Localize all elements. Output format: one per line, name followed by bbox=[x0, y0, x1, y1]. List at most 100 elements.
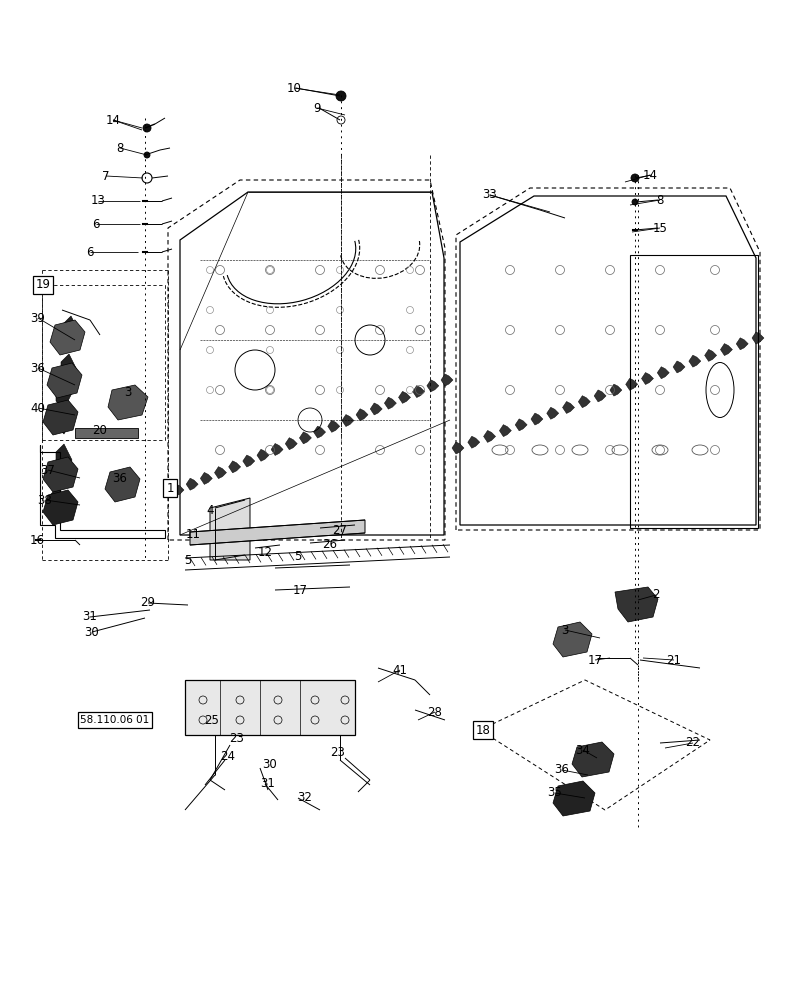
Polygon shape bbox=[427, 380, 438, 392]
Text: 27: 27 bbox=[332, 524, 347, 536]
Polygon shape bbox=[229, 461, 240, 473]
Polygon shape bbox=[190, 520, 365, 545]
Polygon shape bbox=[499, 425, 511, 437]
Text: 12: 12 bbox=[257, 546, 272, 558]
Polygon shape bbox=[105, 467, 139, 502]
Text: 9: 9 bbox=[313, 102, 320, 115]
Polygon shape bbox=[299, 432, 311, 444]
Polygon shape bbox=[63, 316, 79, 348]
Polygon shape bbox=[571, 742, 613, 777]
Text: 5: 5 bbox=[184, 554, 191, 566]
Text: 24: 24 bbox=[221, 750, 235, 764]
Polygon shape bbox=[384, 397, 396, 409]
Text: 6: 6 bbox=[86, 245, 93, 258]
Text: 14: 14 bbox=[105, 114, 120, 127]
Polygon shape bbox=[285, 438, 297, 450]
Text: 25: 25 bbox=[204, 714, 219, 726]
Text: 29: 29 bbox=[140, 596, 156, 609]
Text: 32: 32 bbox=[297, 791, 312, 804]
Text: 36: 36 bbox=[113, 472, 127, 485]
Text: 4: 4 bbox=[206, 504, 213, 516]
Text: 19: 19 bbox=[36, 278, 50, 292]
Text: 33: 33 bbox=[482, 188, 497, 202]
Polygon shape bbox=[412, 386, 424, 398]
Text: 26: 26 bbox=[322, 538, 337, 552]
Polygon shape bbox=[530, 413, 543, 425]
Text: 5: 5 bbox=[294, 550, 302, 564]
Polygon shape bbox=[108, 385, 148, 420]
Polygon shape bbox=[186, 478, 198, 490]
Circle shape bbox=[144, 152, 150, 158]
Polygon shape bbox=[552, 622, 591, 657]
Circle shape bbox=[630, 174, 638, 182]
Polygon shape bbox=[242, 455, 255, 467]
Text: 3: 3 bbox=[560, 624, 568, 637]
Polygon shape bbox=[61, 354, 77, 386]
Text: 31: 31 bbox=[260, 777, 275, 790]
Polygon shape bbox=[641, 373, 653, 385]
Text: 58.110.06 01: 58.110.06 01 bbox=[80, 715, 149, 725]
Text: 3: 3 bbox=[124, 386, 131, 399]
Polygon shape bbox=[719, 344, 732, 356]
FancyBboxPatch shape bbox=[185, 680, 354, 735]
Text: 20: 20 bbox=[92, 424, 107, 436]
Polygon shape bbox=[43, 457, 78, 492]
Text: 41: 41 bbox=[392, 664, 407, 676]
Polygon shape bbox=[609, 384, 621, 396]
Polygon shape bbox=[562, 401, 574, 413]
Polygon shape bbox=[56, 377, 72, 409]
Polygon shape bbox=[656, 367, 668, 379]
Polygon shape bbox=[514, 419, 526, 431]
Polygon shape bbox=[200, 472, 212, 484]
Text: 1: 1 bbox=[166, 482, 174, 494]
Text: 8: 8 bbox=[655, 194, 663, 207]
Text: 35: 35 bbox=[547, 786, 562, 799]
Text: 17: 17 bbox=[587, 654, 602, 666]
Polygon shape bbox=[341, 415, 354, 427]
Polygon shape bbox=[256, 449, 268, 461]
Text: 11: 11 bbox=[185, 528, 200, 540]
Text: 40: 40 bbox=[31, 401, 45, 414]
Text: 21: 21 bbox=[666, 654, 680, 666]
Text: 39: 39 bbox=[31, 312, 45, 324]
Text: 23: 23 bbox=[330, 746, 345, 758]
Polygon shape bbox=[398, 391, 410, 403]
Text: 30: 30 bbox=[262, 758, 277, 772]
Polygon shape bbox=[704, 349, 716, 361]
Text: 7: 7 bbox=[102, 170, 109, 183]
Polygon shape bbox=[577, 396, 590, 408]
Text: 8: 8 bbox=[116, 142, 123, 155]
Text: 17: 17 bbox=[292, 584, 307, 596]
Polygon shape bbox=[594, 390, 605, 402]
Text: 2: 2 bbox=[651, 588, 659, 601]
Text: 36: 36 bbox=[31, 361, 45, 374]
Text: 28: 28 bbox=[427, 706, 442, 718]
Polygon shape bbox=[271, 443, 283, 455]
Text: 16: 16 bbox=[29, 534, 45, 546]
Polygon shape bbox=[50, 487, 66, 519]
Text: 22: 22 bbox=[684, 736, 700, 750]
Text: 38: 38 bbox=[37, 493, 53, 506]
Polygon shape bbox=[736, 338, 747, 350]
Polygon shape bbox=[672, 361, 684, 373]
Polygon shape bbox=[43, 490, 78, 525]
Polygon shape bbox=[483, 430, 495, 442]
Polygon shape bbox=[355, 409, 367, 421]
Polygon shape bbox=[75, 428, 138, 438]
Polygon shape bbox=[47, 363, 82, 398]
Polygon shape bbox=[546, 407, 558, 419]
Text: 14: 14 bbox=[642, 169, 657, 182]
Polygon shape bbox=[467, 436, 479, 448]
Polygon shape bbox=[614, 587, 657, 622]
Polygon shape bbox=[328, 420, 339, 432]
Polygon shape bbox=[440, 374, 453, 386]
Polygon shape bbox=[210, 498, 250, 560]
Polygon shape bbox=[370, 403, 382, 415]
Text: 36: 36 bbox=[554, 763, 569, 776]
Text: 15: 15 bbox=[652, 222, 667, 234]
Polygon shape bbox=[43, 400, 78, 435]
Polygon shape bbox=[688, 355, 700, 367]
Circle shape bbox=[631, 199, 637, 205]
Polygon shape bbox=[625, 378, 637, 390]
Text: 30: 30 bbox=[84, 626, 99, 639]
